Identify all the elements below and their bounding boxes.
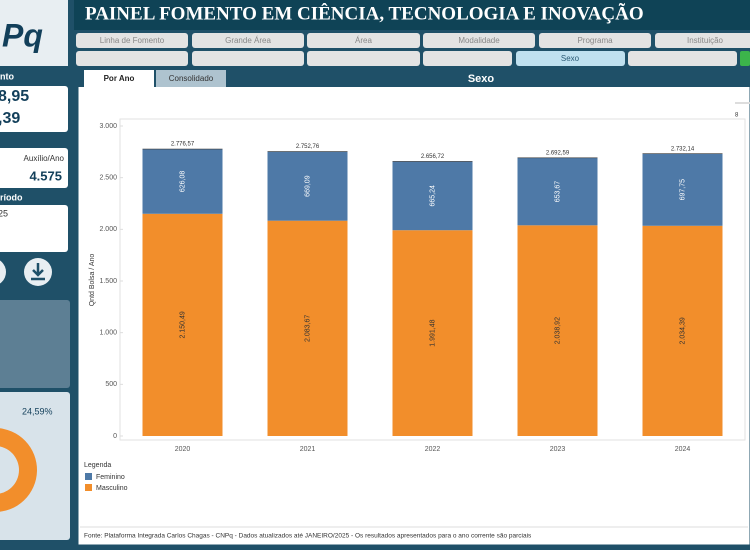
tab[interactable] bbox=[156, 70, 226, 87]
filter-button[interactable] bbox=[192, 51, 304, 66]
tab-active[interactable] bbox=[84, 70, 154, 87]
filter-button[interactable] bbox=[307, 51, 420, 66]
bar-segment bbox=[142, 213, 223, 436]
filter-button[interactable] bbox=[539, 33, 651, 48]
y-tick-label: 2.500 bbox=[99, 175, 117, 182]
filter-button[interactable] bbox=[628, 51, 737, 66]
filter-button[interactable] bbox=[655, 33, 750, 48]
chart-title: Sexo bbox=[468, 73, 495, 85]
y-tick-label: 500 bbox=[105, 381, 117, 388]
download-icon bbox=[31, 263, 45, 281]
icon-button[interactable] bbox=[0, 258, 6, 286]
filter-row-2: Sexo bbox=[76, 51, 750, 66]
kpi-value: 4.575 bbox=[29, 168, 62, 183]
filter-button[interactable] bbox=[76, 33, 188, 48]
filter-button-active[interactable] bbox=[516, 51, 625, 66]
logo: Pq bbox=[2, 17, 43, 53]
kpi-box bbox=[0, 148, 68, 188]
kpi-label: Auxílio/Ano bbox=[24, 154, 65, 163]
filter-label: Instituição bbox=[687, 36, 724, 45]
tab-label: Por Ano bbox=[104, 74, 135, 83]
value-label: 653,67 bbox=[554, 181, 561, 203]
corner-note: 8 bbox=[735, 113, 739, 119]
filter-button[interactable] bbox=[423, 51, 512, 66]
x-tick-label: 2020 bbox=[175, 446, 191, 453]
scroll-hint bbox=[735, 102, 750, 104]
y-tick-label: 0 bbox=[113, 433, 117, 440]
kpi-value: 8,95 bbox=[0, 88, 29, 105]
page-title: PAINEL FOMENTO EM CIÊNCIA, TECNOLOGIA E … bbox=[85, 2, 644, 24]
bar-segment bbox=[517, 157, 598, 226]
total-label: 2.752,76 bbox=[296, 144, 320, 150]
total-label: 2.692,59 bbox=[546, 150, 570, 156]
filter-button[interactable] bbox=[307, 33, 420, 48]
kpi-value: 25 bbox=[0, 208, 8, 218]
y-tick-label: 2.000 bbox=[99, 226, 117, 233]
sidebar-heading: ríodo bbox=[0, 192, 23, 202]
y-tick-label: 1.500 bbox=[99, 278, 117, 285]
value-label: 2.034,39 bbox=[679, 317, 686, 344]
legend-swatch bbox=[85, 473, 92, 480]
y-axis-label: Qntd Bolsa / Ano bbox=[89, 254, 96, 307]
total-label: 2.656,72 bbox=[421, 154, 445, 160]
value-label: 2.150,49 bbox=[179, 311, 186, 338]
tab-bar bbox=[78, 70, 750, 87]
donut-segment bbox=[0, 428, 37, 512]
bar-segment bbox=[642, 153, 723, 226]
legend-swatch bbox=[85, 484, 92, 491]
x-tick-label: 2021 bbox=[300, 446, 316, 453]
value-label: 2.083,67 bbox=[304, 315, 311, 342]
kpi-value: ,39 bbox=[0, 110, 20, 127]
filter-label: Área bbox=[355, 36, 372, 45]
filter-label: Linha de Fomento bbox=[100, 36, 165, 45]
value-label: 665,24 bbox=[429, 185, 436, 207]
filter-button[interactable] bbox=[740, 51, 750, 66]
bar-segment bbox=[392, 230, 473, 436]
pie-label: 24,59% bbox=[22, 406, 53, 416]
filter-button[interactable] bbox=[423, 33, 535, 48]
legend-label: Feminino bbox=[96, 474, 125, 481]
x-tick-label: 2022 bbox=[425, 446, 441, 453]
x-tick-label: 2023 bbox=[550, 446, 566, 453]
filter-button[interactable] bbox=[76, 51, 188, 66]
bar-segment bbox=[642, 225, 723, 436]
bar-segment bbox=[267, 220, 348, 436]
bar-segment bbox=[142, 149, 223, 214]
kpi-box bbox=[0, 86, 68, 132]
y-tick-label: 3.000 bbox=[99, 123, 117, 130]
sidebar-heading: nto bbox=[0, 71, 14, 81]
legend-title: Legenda bbox=[84, 462, 111, 469]
bar-segment bbox=[392, 161, 473, 231]
value-label: 626,08 bbox=[179, 171, 186, 193]
filter-label: Sexo bbox=[561, 54, 580, 63]
kpi-box bbox=[0, 205, 68, 252]
value-label: 697,75 bbox=[679, 179, 686, 201]
total-label: 2.732,14 bbox=[671, 146, 695, 152]
donut bbox=[0, 428, 37, 512]
header-band bbox=[74, 0, 750, 30]
footer: Fonte: Plataforma Integrada Carlos Chaga… bbox=[84, 533, 532, 540]
filter-button[interactable] bbox=[192, 33, 304, 48]
filter-label: Modalidade bbox=[458, 36, 500, 45]
filter-label: Programa bbox=[577, 36, 613, 45]
filter-label: Grande Área bbox=[225, 36, 271, 45]
value-label: 669,09 bbox=[304, 175, 311, 197]
plot-frame bbox=[119, 118, 746, 441]
tab-label: Consolidado bbox=[169, 74, 214, 83]
value-label: 1.991,48 bbox=[429, 319, 436, 346]
legend-label: Masculino bbox=[96, 485, 128, 492]
bar-segment bbox=[517, 225, 598, 436]
logo-box bbox=[0, 0, 68, 66]
total-label: 2.776,57 bbox=[171, 142, 195, 148]
value-label: 2.038,92 bbox=[554, 317, 561, 344]
sidebar-panel bbox=[0, 300, 70, 388]
y-tick-label: 1.000 bbox=[99, 330, 117, 337]
bar-segment bbox=[267, 151, 348, 221]
x-tick-label: 2024 bbox=[675, 446, 691, 453]
